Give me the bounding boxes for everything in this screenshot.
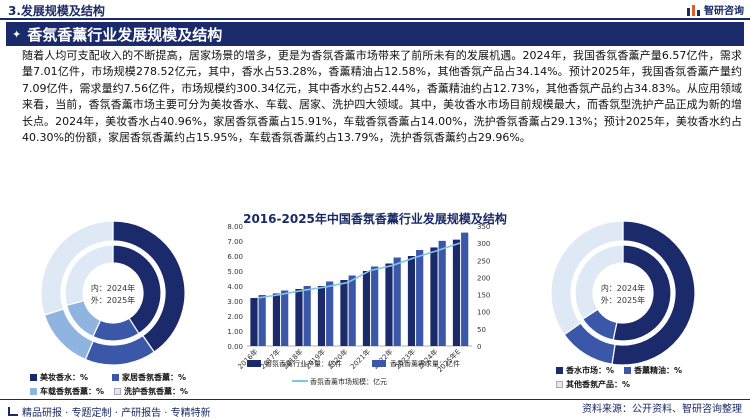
bar-demand [281, 290, 289, 346]
legend-item: 香薰精油：% [624, 365, 682, 376]
bar-demand [326, 281, 334, 346]
legend-swatch [372, 360, 386, 367]
y-left-tick: 0.00 [227, 343, 243, 351]
bar-demand [303, 286, 311, 346]
y-right-tick: 50 [477, 326, 486, 334]
bar-production [407, 256, 416, 346]
center-label: 外：2025年 [91, 295, 135, 305]
bar-production [362, 271, 371, 346]
y-left-tick: 1.00 [227, 328, 243, 336]
y-left-tick: 3.00 [227, 298, 243, 306]
y-right-tick: 150 [477, 292, 490, 300]
legend-item: 洗护香氛香薰：% [114, 386, 188, 397]
footer-divider [0, 399, 750, 400]
bar-production [340, 280, 348, 346]
source-note: 资料来源：公开资料、智研咨询整理 [582, 404, 742, 415]
bar-production [250, 298, 258, 346]
legend-item: 车载香氛香薰：% [30, 386, 104, 397]
market-size-line [257, 242, 461, 299]
bar-chart: 0.00 1.00 2.00 3.00 4.00 5.00 6.00 7.00 8.00 0 50 1… [227, 223, 490, 386]
banner-title: 香氛香薰行业发展规模及结构 [27, 25, 223, 44]
bar-demand [348, 275, 356, 346]
bar-demand [461, 232, 469, 346]
legend-item: 香水市场：% [556, 365, 614, 376]
bar-demand [393, 257, 401, 346]
center-label: 外：2025年 [601, 295, 645, 305]
legend-label: 香氛香薰行业产量：亿件 [265, 359, 342, 368]
y-right-tick: 250 [477, 257, 490, 265]
footer-tagline: 精品研报 · 专题定制 · 产研报告 · 专精特新 [8, 404, 211, 419]
inner-slice [612, 244, 672, 342]
inner-slice [112, 244, 162, 335]
right-donut-legend: 香水市场：% 香薰精油：% 其他香氛产品：% [556, 365, 682, 393]
y-right-tick: 0 [477, 343, 481, 351]
outer-slice [611, 220, 696, 366]
bar-production [272, 293, 281, 346]
y-right-tick: 350 [477, 223, 490, 231]
legend-label: 香氛香薰需求量：亿件 [390, 359, 460, 368]
bar-demand [371, 266, 379, 346]
header-divider [0, 18, 750, 20]
chart-title: 2016-2025年中国香氛香薰行业发展规模及结构 [243, 212, 507, 226]
bar-demand [438, 240, 446, 346]
center-label: 内：2024年 [601, 283, 645, 293]
top-bar: 3.发展规模及结构 智研咨询 [0, 0, 750, 20]
outer-slice [550, 220, 624, 336]
bar-demand [258, 295, 266, 346]
y-left-tick: 7.00 [227, 238, 243, 246]
bar-production [317, 286, 326, 346]
y-left-tick: 5.00 [227, 268, 243, 276]
y-left-tick: 4.00 [227, 283, 243, 291]
brand-icon [687, 4, 700, 16]
left-donut-legend: 美妆香水：% 家居香氛香薰：% 车载香氛香薰：% 洗护香氛香薰：% [30, 372, 188, 400]
legend-item: 其他香氛产品：% [556, 379, 630, 390]
title-banner: ✦ 香氛香薰行业发展规模及结构 [6, 22, 744, 46]
legend-item: 美妆香水：% [30, 372, 88, 383]
y-right-tick: 200 [477, 274, 490, 282]
bar-production [452, 239, 461, 346]
legend-item: 家居香氛香薰：% [112, 372, 186, 383]
y-left-tick: 6.00 [227, 253, 243, 261]
brand-name: 智研咨询 [704, 6, 744, 17]
bar-production [295, 289, 303, 346]
chart-icon [8, 407, 18, 416]
bar-production [385, 263, 393, 346]
y-left-tick: 8.00 [227, 223, 243, 231]
brand-logo: 智研咨询 [687, 2, 744, 17]
legend-swatch [247, 360, 261, 367]
inner-slice [64, 244, 114, 307]
y-left-tick: 2.00 [227, 313, 243, 321]
section-title: 3.发展规模及结构 [8, 4, 105, 18]
inner-slice [574, 244, 624, 320]
legend-label: 香氛香薰市场规模：亿元 [310, 377, 387, 386]
x-tick: 2021年 [348, 347, 372, 371]
body-paragraph: 随着人均可支配收入的不断提高，居家场景的增多，更是为香氛香薰市场带来了前所未有的… [22, 49, 742, 145]
y-right-tick: 100 [477, 309, 490, 317]
bar-demand [416, 250, 424, 346]
center-label: 内：2024年 [91, 283, 135, 293]
outer-slice [40, 220, 114, 316]
bar-production [430, 247, 438, 346]
star-icon: ✦ [12, 27, 22, 41]
y-right-tick: 300 [477, 240, 490, 248]
